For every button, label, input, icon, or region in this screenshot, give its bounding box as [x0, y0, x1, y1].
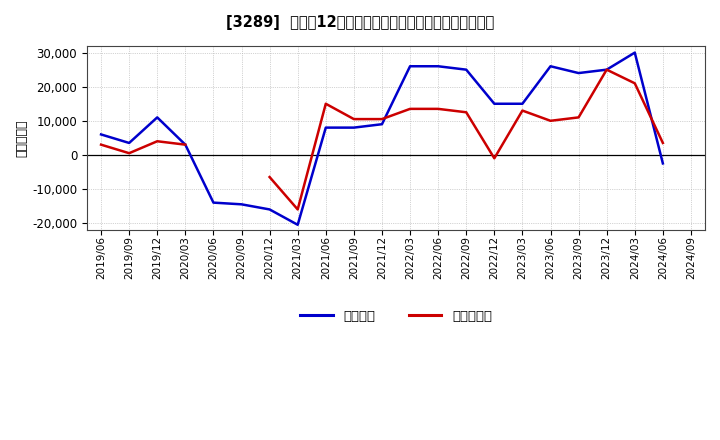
- Y-axis label: （百万円）: （百万円）: [15, 119, 28, 157]
- Legend: 経常利益, 当期純利益: 経常利益, 当期純利益: [294, 304, 498, 328]
- Text: [3289]  利益だ12か月移動合計の対前年同期増減額の推移: [3289] 利益だ12か月移動合計の対前年同期増減額の推移: [226, 15, 494, 30]
